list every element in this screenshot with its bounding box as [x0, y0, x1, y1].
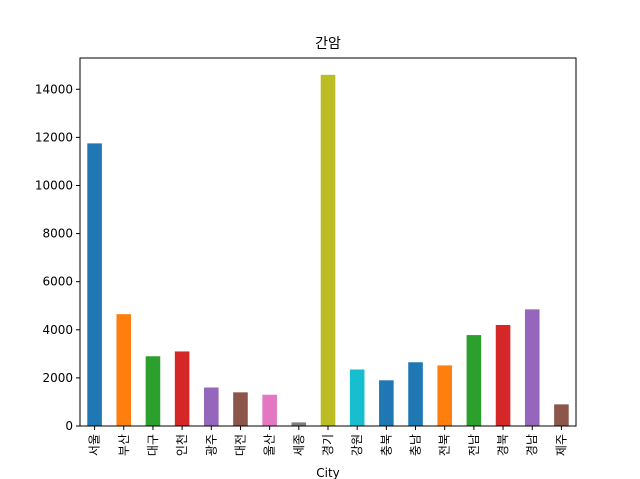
x-tick-label: 세종 [292, 434, 306, 456]
x-tick-label: 제주 [554, 434, 568, 456]
x-tick-label: 대구 [146, 434, 160, 456]
bar-서울 [87, 143, 102, 426]
bar-대전 [233, 392, 248, 426]
x-tick-label: 강원 [350, 434, 364, 456]
x-tick-label: 경북 [496, 434, 510, 456]
bar-전남 [466, 335, 482, 426]
x-tick-label: 울산 [263, 434, 277, 456]
bars-group [87, 74, 569, 426]
bar-충북 [379, 380, 394, 426]
bar-강원 [349, 369, 365, 426]
bar-울산 [262, 394, 277, 426]
y-tick-label: 2000 [42, 371, 73, 385]
bar-전북 [437, 365, 452, 426]
bar-부산 [116, 314, 132, 426]
x-tick-label: 부산 [117, 434, 131, 456]
x-tick-label: 대전 [233, 434, 247, 456]
y-tick-label: 4000 [42, 323, 73, 337]
x-tick-label: 서울 [88, 434, 102, 456]
x-tick-label: 충남 [409, 434, 423, 456]
x-tick-label: 충북 [379, 434, 393, 456]
bar-경기 [320, 74, 336, 426]
bar-경북 [495, 324, 511, 426]
y-tick-label: 12000 [35, 130, 73, 144]
bar-세종 [291, 422, 307, 426]
bar-충남 [408, 362, 423, 426]
bar-광주 [204, 387, 219, 426]
x-tick-label: 전남 [467, 434, 481, 456]
y-tick-label: 8000 [42, 227, 73, 241]
x-tick-label: 경남 [525, 434, 539, 456]
x-axis: 서울 부산 대구 인천 광주 대전 울산 세종 경기 강원 충북 충남 전북 전남 경북 경남 제주 [88, 426, 568, 456]
chart-title: 간암 [315, 36, 341, 52]
bar-제주 [554, 404, 569, 426]
bar-경남 [524, 309, 540, 426]
x-tick-label: 경기 [321, 434, 335, 456]
x-axis-label: City [316, 466, 340, 479]
bar-인천 [174, 351, 190, 426]
y-tick-label: 14000 [35, 82, 73, 96]
y-tick-label: 10000 [35, 178, 73, 192]
bar-대구 [145, 356, 161, 426]
x-tick-label: 광주 [204, 434, 218, 456]
x-tick-label: 전북 [438, 434, 452, 456]
y-tick-label: 6000 [42, 275, 73, 289]
y-tick-label: 0 [65, 419, 73, 433]
x-tick-label: 인천 [174, 434, 189, 456]
y-axis: 0 2000 4000 6000 8000 10000 12000 14000 [35, 82, 80, 433]
